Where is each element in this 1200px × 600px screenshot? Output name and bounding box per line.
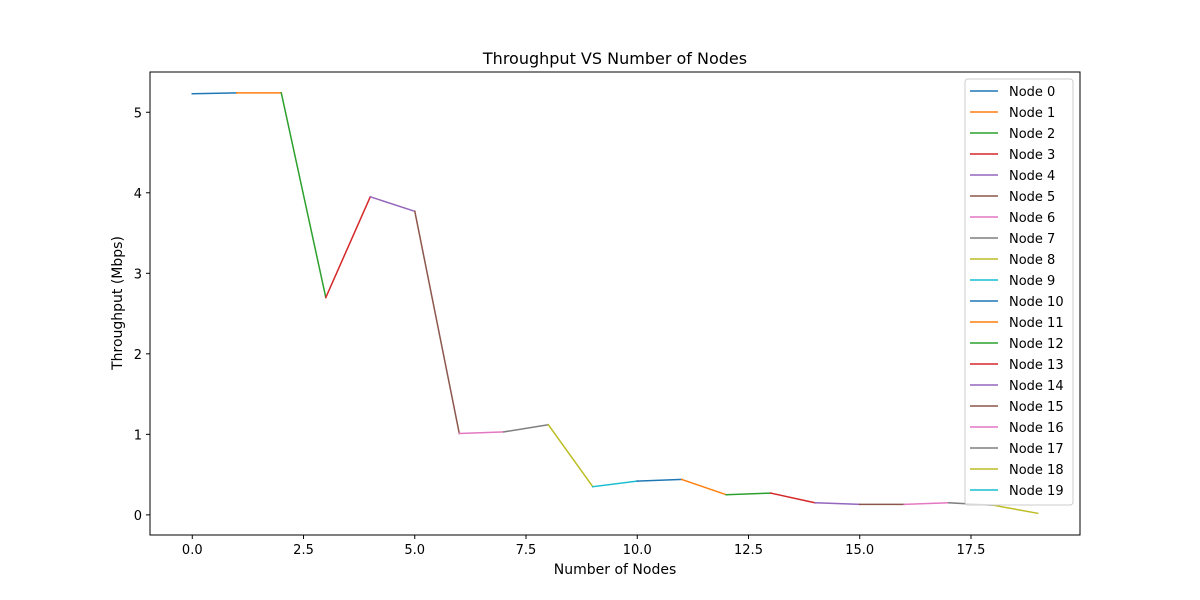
y-tick-label: 4 [134, 187, 142, 202]
series-line-node-12 [725, 492, 772, 496]
series-line-node-7 [502, 423, 550, 433]
legend-label: Node 17 [1009, 442, 1064, 457]
series-line-node-9 [591, 480, 639, 488]
series-line-node-3 [324, 195, 372, 299]
x-tick-label: 17.5 [957, 543, 986, 558]
legend-label: Node 9 [1009, 274, 1055, 289]
x-tick-label: 12.5 [734, 543, 763, 558]
legend-label: Node 6 [1009, 211, 1055, 226]
legend-label: Node 10 [1009, 295, 1064, 310]
y-axis-label: Throughput (Mbps) [110, 236, 126, 371]
series-line-node-14 [814, 502, 861, 506]
legend-label: Node 14 [1009, 379, 1064, 394]
series-line-node-10 [636, 478, 683, 482]
series-line-node-4 [369, 195, 416, 213]
y-tick-label: 5 [134, 106, 142, 121]
legend-label: Node 3 [1009, 148, 1055, 163]
series-line-node-5 [413, 210, 461, 435]
y-tick-label: 3 [134, 267, 142, 282]
series-line-node-6 [458, 431, 505, 435]
legend-label: Node 13 [1009, 358, 1064, 373]
legend-label: Node 16 [1009, 421, 1064, 436]
series-line-node-11 [680, 478, 728, 496]
series-line-node-8 [547, 423, 594, 488]
x-tick-label: 7.5 [516, 543, 537, 558]
legend-label: Node 19 [1009, 484, 1064, 499]
series-line-node-2 [280, 92, 327, 299]
x-tick-label: 5.0 [404, 543, 425, 558]
x-tick-label: 0.0 [182, 543, 203, 558]
legend-label: Node 4 [1009, 169, 1055, 184]
legend-label: Node 0 [1009, 85, 1055, 100]
chart-title: Throughput VS Number of Nodes [482, 49, 747, 68]
series-line-node-16 [903, 502, 950, 506]
legend: Node 0 Node 1 Node 2 Node 3 Node 4 Node 5 Node… [964, 78, 1074, 506]
legend-label: Node 2 [1009, 127, 1055, 142]
legend-label: Node 12 [1009, 337, 1064, 352]
x-tick-label: 2.5 [293, 543, 314, 558]
legend-label: Node 11 [1009, 316, 1064, 331]
x-axis-label: Number of Nodes [554, 562, 676, 578]
plot-frame [149, 71, 1081, 536]
legend-label: Node 8 [1009, 253, 1055, 268]
legend-box [964, 78, 1074, 506]
x-tick-label: 10.0 [623, 543, 652, 558]
legend-label: Node 7 [1009, 232, 1055, 247]
y-tick-label: 0 [134, 509, 142, 524]
y-tick-label: 2 [134, 348, 142, 363]
y-tick-label: 1 [134, 428, 142, 443]
x-tick-label: 15.0 [845, 543, 874, 558]
legend-label: Node 5 [1009, 190, 1055, 205]
legend-label: Node 1 [1009, 106, 1055, 121]
legend-label: Node 18 [1009, 463, 1064, 478]
y-axis-ticks: 0 1 2 3 4 5 [134, 106, 150, 524]
series-line-node-0 [191, 92, 238, 95]
series-line-node-18 [992, 504, 1039, 515]
plot-lines [191, 92, 1039, 515]
legend-label: Node 15 [1009, 400, 1064, 415]
series-line-node-13 [769, 492, 817, 504]
x-axis-ticks: 0.0 2.5 5.0 7.5 10.0 12.5 15.0 17.5 [182, 535, 986, 558]
